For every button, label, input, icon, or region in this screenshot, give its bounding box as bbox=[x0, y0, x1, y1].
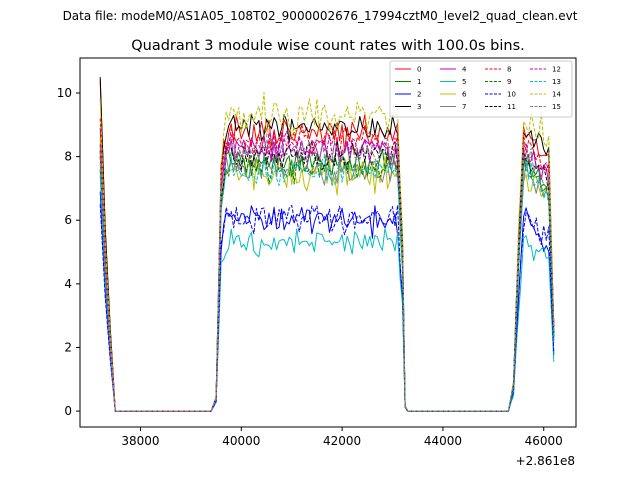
y-tick-label: 6 bbox=[64, 213, 72, 227]
legend-label-11: 11 bbox=[507, 103, 516, 111]
y-tick-label: 4 bbox=[64, 277, 72, 291]
series-layer bbox=[99, 77, 555, 412]
suptitle: Data file: modeM0/AS1A05_108T02_90000026… bbox=[63, 9, 578, 23]
legend-label-2: 2 bbox=[417, 91, 421, 99]
legend-label-10: 10 bbox=[507, 91, 516, 99]
y-axis: 0 2 4 6 8 10 bbox=[57, 86, 80, 418]
legend-label-0: 0 bbox=[417, 66, 421, 74]
legend-box bbox=[389, 60, 573, 118]
legend-label-6: 6 bbox=[462, 91, 467, 99]
series-line-11 bbox=[99, 140, 555, 412]
y-tick-label: 8 bbox=[64, 150, 72, 164]
y-tick-label: 2 bbox=[64, 340, 72, 354]
y-tick-label: 0 bbox=[64, 404, 72, 418]
x-offset-label: +2.861e8 bbox=[516, 454, 575, 468]
chart-title: Quadrant 3 module wise count rates with … bbox=[131, 38, 525, 54]
x-tick-label: 38000 bbox=[121, 434, 159, 448]
x-tick-label: 46000 bbox=[525, 434, 563, 448]
x-axis: 38000 40000 42000 44000 46000 bbox=[121, 427, 563, 448]
legend-label-3: 3 bbox=[417, 103, 421, 111]
legend-label-1: 1 bbox=[417, 78, 421, 86]
plot-frame bbox=[79, 57, 577, 428]
legend-label-9: 9 bbox=[507, 78, 511, 86]
series-line-15 bbox=[99, 136, 555, 412]
y-tick-label: 10 bbox=[57, 86, 72, 100]
x-tick-label: 40000 bbox=[222, 434, 260, 448]
legend-label-14: 14 bbox=[552, 91, 561, 99]
legend-label-15: 15 bbox=[552, 103, 561, 111]
legend-label-12: 12 bbox=[552, 66, 561, 74]
legend-label-13: 13 bbox=[552, 78, 561, 86]
x-tick-label: 42000 bbox=[323, 434, 361, 448]
x-tick-label: 44000 bbox=[424, 434, 462, 448]
legend-label-4: 4 bbox=[462, 66, 467, 74]
legend-label-7: 7 bbox=[462, 103, 466, 111]
series-line-8 bbox=[99, 118, 555, 412]
legend-label-8: 8 bbox=[507, 66, 511, 74]
legend-label-5: 5 bbox=[462, 78, 466, 86]
series-line-10 bbox=[99, 204, 555, 412]
